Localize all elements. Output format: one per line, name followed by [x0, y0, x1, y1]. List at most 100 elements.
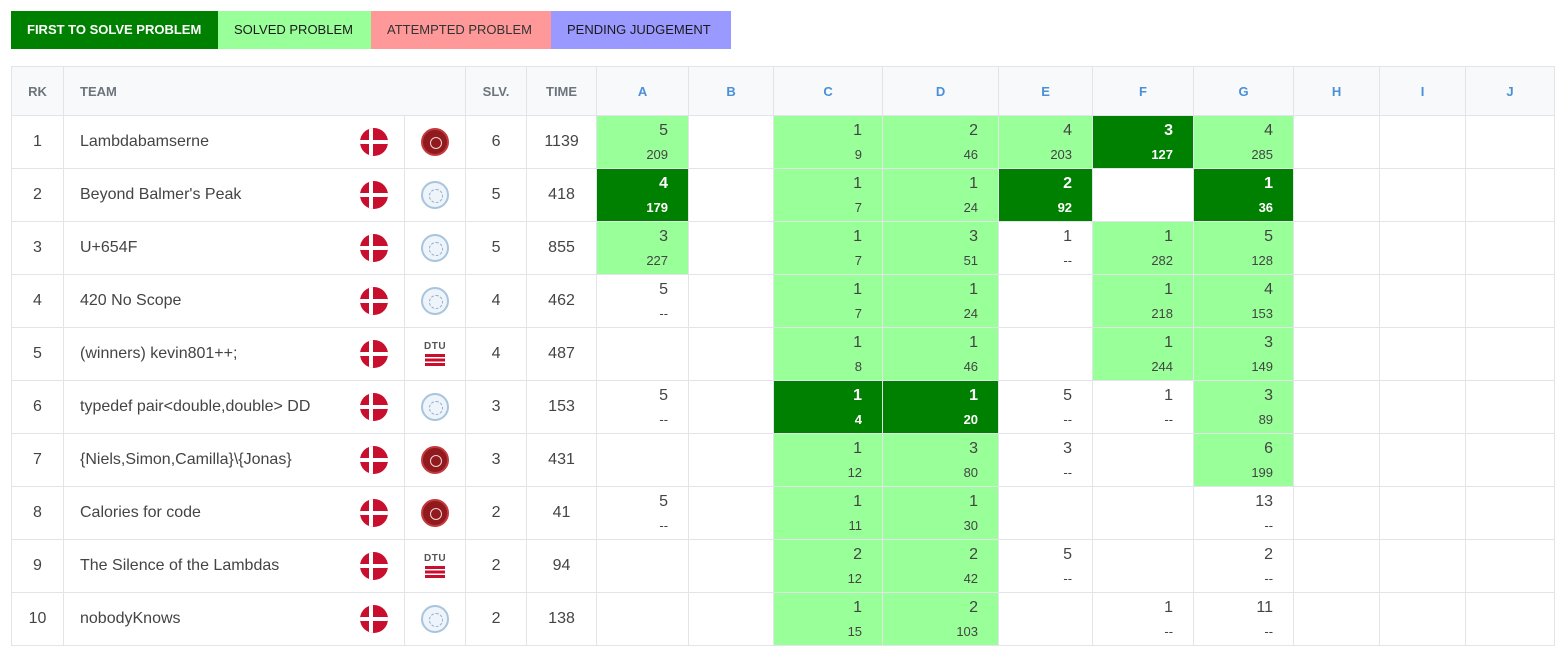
problem-cell-j[interactable] — [1465, 380, 1556, 434]
problem-cell-j[interactable] — [1465, 327, 1556, 381]
problem-cell-a[interactable]: 5 -- — [596, 274, 690, 328]
header-problem-e[interactable]: E — [998, 66, 1094, 116]
problem-cell-c[interactable]: 1 12 — [773, 433, 884, 487]
team-name[interactable]: The Silence of the Lambdas — [63, 539, 344, 593]
problem-cell-b[interactable] — [688, 380, 775, 434]
problem-cell-j[interactable] — [1465, 486, 1556, 540]
problem-cell-i[interactable] — [1379, 327, 1467, 381]
header-problem-b[interactable]: B — [688, 66, 775, 116]
problem-cell-e[interactable] — [998, 486, 1094, 540]
problem-cell-j[interactable] — [1465, 539, 1556, 593]
problem-cell-b[interactable] — [688, 486, 775, 540]
problem-cell-h[interactable] — [1293, 327, 1381, 381]
problem-cell-f[interactable]: 1 244 — [1092, 327, 1195, 381]
header-problem-i[interactable]: I — [1379, 66, 1467, 116]
problem-cell-f[interactable] — [1092, 539, 1195, 593]
team-name[interactable]: 420 No Scope — [63, 274, 344, 328]
problem-cell-f[interactable]: 1 218 — [1092, 274, 1195, 328]
problem-cell-a[interactable]: 4 179 — [596, 168, 690, 222]
problem-cell-i[interactable] — [1379, 168, 1467, 222]
team-name[interactable]: Lambdabamserne — [63, 115, 344, 169]
problem-cell-a[interactable] — [596, 433, 690, 487]
problem-cell-g[interactable]: 3 149 — [1193, 327, 1295, 381]
problem-cell-c[interactable]: 1 11 — [773, 486, 884, 540]
team-name[interactable]: typedef pair<double,double> DD — [63, 380, 344, 434]
problem-cell-h[interactable] — [1293, 380, 1381, 434]
problem-cell-a[interactable] — [596, 327, 690, 381]
team-row[interactable]: 9 The Silence of the Lambdas DTU 2 94 2 12 2 42 5… — [11, 539, 1556, 593]
team-name[interactable]: Beyond Balmer's Peak — [63, 168, 344, 222]
header-solved[interactable]: SLV. — [465, 66, 528, 116]
problem-cell-b[interactable] — [688, 327, 775, 381]
team-row[interactable]: 3 U+654F 5 855 3 227 1 7 3 51 1 -- 1 282 5 128 — [11, 221, 1556, 275]
problem-cell-e[interactable]: 4 203 — [998, 115, 1094, 169]
problem-cell-e[interactable] — [998, 592, 1094, 646]
problem-cell-h[interactable] — [1293, 539, 1381, 593]
problem-cell-b[interactable] — [688, 221, 775, 275]
problem-cell-h[interactable] — [1293, 221, 1381, 275]
team-name[interactable]: (winners) kevin801++; — [63, 327, 344, 381]
problem-cell-a[interactable] — [596, 539, 690, 593]
problem-cell-i[interactable] — [1379, 274, 1467, 328]
problem-cell-e[interactable] — [998, 327, 1094, 381]
problem-cell-f[interactable]: 3 127 — [1092, 115, 1195, 169]
problem-cell-j[interactable] — [1465, 221, 1556, 275]
problem-cell-e[interactable]: 1 -- — [998, 221, 1094, 275]
problem-cell-d[interactable]: 2 46 — [882, 115, 1000, 169]
problem-cell-c[interactable]: 2 12 — [773, 539, 884, 593]
problem-cell-i[interactable] — [1379, 380, 1467, 434]
problem-cell-j[interactable] — [1465, 592, 1556, 646]
problem-cell-f[interactable]: 1 -- — [1092, 592, 1195, 646]
problem-cell-j[interactable] — [1465, 274, 1556, 328]
team-name[interactable]: {Niels,Simon,Camilla}\{Jonas} — [63, 433, 344, 487]
problem-cell-g[interactable]: 5 128 — [1193, 221, 1295, 275]
problem-cell-d[interactable]: 3 51 — [882, 221, 1000, 275]
header-rank[interactable]: RK — [11, 66, 64, 116]
team-name[interactable]: Calories for code — [63, 486, 344, 540]
problem-cell-g[interactable]: 1 36 — [1193, 168, 1295, 222]
team-row[interactable]: 4 420 No Scope 4 462 5 -- 1 7 1 24 1 218 4 153 — [11, 274, 1556, 328]
problem-cell-f[interactable] — [1092, 433, 1195, 487]
problem-cell-a[interactable]: 5 209 — [596, 115, 690, 169]
team-name[interactable]: U+654F — [63, 221, 344, 275]
problem-cell-h[interactable] — [1293, 115, 1381, 169]
problem-cell-i[interactable] — [1379, 539, 1467, 593]
problem-cell-d[interactable]: 1 30 — [882, 486, 1000, 540]
team-name[interactable]: nobodyKnows — [63, 592, 344, 646]
problem-cell-d[interactable]: 1 24 — [882, 274, 1000, 328]
problem-cell-e[interactable]: 2 92 — [998, 168, 1094, 222]
problem-cell-i[interactable] — [1379, 115, 1467, 169]
header-problem-a[interactable]: A — [596, 66, 690, 116]
header-problem-g[interactable]: G — [1193, 66, 1295, 116]
team-row[interactable]: 2 Beyond Balmer's Peak 5 418 4 179 1 7 1 24 2 92 1 36 — [11, 168, 1556, 222]
problem-cell-a[interactable]: 3 227 — [596, 221, 690, 275]
problem-cell-j[interactable] — [1465, 115, 1556, 169]
problem-cell-e[interactable]: 5 -- — [998, 380, 1094, 434]
team-row[interactable]: 5 (winners) kevin801++; DTU 4 487 1 8 1 46 1 244 3 1… — [11, 327, 1556, 381]
problem-cell-j[interactable] — [1465, 168, 1556, 222]
problem-cell-g[interactable]: 4 285 — [1193, 115, 1295, 169]
team-row[interactable]: 1 Lambdabamserne 6 1139 5 209 1 9 2 46 4 203 3 127 4 28… — [11, 115, 1556, 169]
header-problem-f[interactable]: F — [1092, 66, 1195, 116]
header-team[interactable]: TEAM — [62, 66, 467, 116]
problem-cell-c[interactable]: 1 15 — [773, 592, 884, 646]
problem-cell-h[interactable] — [1293, 433, 1381, 487]
problem-cell-g[interactable]: 13 -- — [1193, 486, 1295, 540]
problem-cell-d[interactable]: 2 103 — [882, 592, 1000, 646]
problem-cell-b[interactable] — [688, 115, 775, 169]
problem-cell-f[interactable] — [1092, 168, 1195, 222]
problem-cell-d[interactable]: 1 46 — [882, 327, 1000, 381]
problem-cell-h[interactable] — [1293, 592, 1381, 646]
problem-cell-a[interactable] — [596, 592, 690, 646]
problem-cell-b[interactable] — [688, 539, 775, 593]
team-row[interactable]: 10 nobodyKnows 2 138 1 15 2 103 1 -- 11 -- — [11, 592, 1556, 646]
problem-cell-b[interactable] — [688, 592, 775, 646]
problem-cell-a[interactable]: 5 -- — [596, 380, 690, 434]
problem-cell-g[interactable]: 4 153 — [1193, 274, 1295, 328]
problem-cell-d[interactable]: 1 24 — [882, 168, 1000, 222]
